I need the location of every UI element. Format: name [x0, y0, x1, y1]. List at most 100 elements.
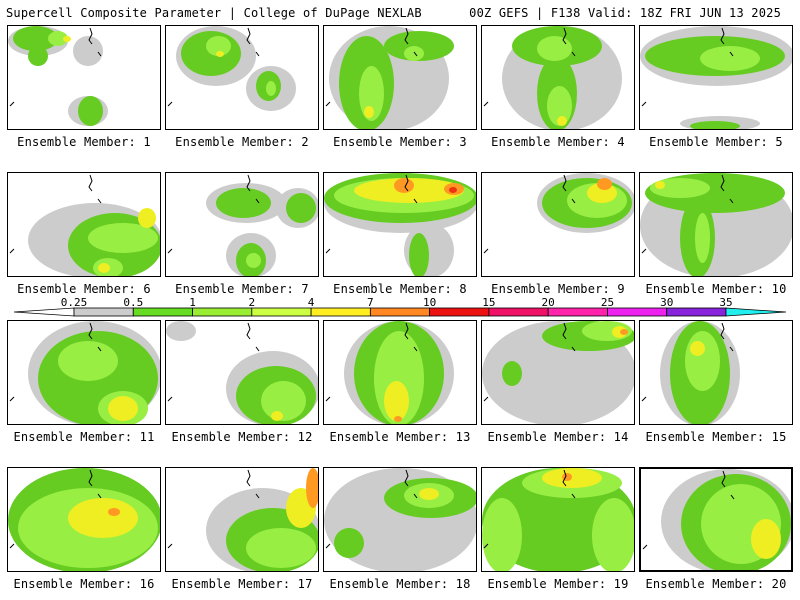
coastline [641, 174, 734, 254]
ensemble-member-map-4[interactable] [481, 25, 635, 130]
ensemble-member-map-5[interactable] [639, 25, 793, 130]
orange-contour-region [562, 473, 572, 481]
scp-contour-field [642, 469, 791, 570]
scp-contour-field [167, 174, 318, 276]
scp-contour-field [640, 173, 792, 276]
scp-contour-field [483, 26, 622, 129]
ensemble-member-map-15[interactable] [639, 320, 793, 425]
ensemble-member-label: Ensemble Member: 18 [329, 577, 471, 591]
yellow-contour-region [68, 498, 138, 538]
scp-contour-field [483, 173, 634, 254]
ensemble-member-label: Ensemble Member: 17 [171, 577, 313, 591]
colorbar-tick-label: 2 [248, 296, 256, 309]
light_green-contour-region [261, 381, 306, 421]
colorbar-bin [73, 307, 134, 317]
ensemble-member-map-1[interactable] [7, 25, 161, 130]
light_green-contour-region [482, 498, 522, 571]
ensemble-member-map-8[interactable] [323, 172, 477, 277]
scp-contour-field [324, 173, 476, 276]
colorbar-tick-label: 15 [482, 296, 496, 309]
green-contour-region [13, 26, 58, 51]
scp-contour-field [9, 321, 160, 424]
colorbar-tick-label: 20 [541, 296, 555, 309]
scp-contour-field [166, 321, 318, 424]
ensemble-member-map-17[interactable] [165, 467, 319, 572]
ensemble-member-label: Ensemble Member: 10 [645, 282, 787, 296]
ensemble-member-label: Ensemble Member: 20 [645, 577, 787, 591]
light_green-contour-region [266, 81, 276, 96]
scp-contour-field [482, 321, 634, 424]
coastline [9, 322, 102, 402]
colorbar-bin [547, 307, 608, 317]
green-contour-region [78, 96, 103, 126]
coastline [167, 322, 260, 402]
colorbar-tick-label: 0.25 [60, 296, 88, 309]
light_green-contour-region [592, 498, 634, 571]
ensemble-member-map-19[interactable] [481, 467, 635, 572]
ensemble-member-label: Ensemble Member: 14 [487, 430, 629, 444]
yellow-contour-region [108, 396, 138, 421]
gray-contour-region [73, 36, 103, 66]
coastline [325, 27, 418, 107]
ensemble-member-label: Ensemble Member: 4 [491, 135, 625, 149]
ensemble-member-map-9[interactable] [481, 172, 635, 277]
scp-contour-field [325, 321, 454, 424]
yellow-contour-region [690, 341, 705, 356]
yellow-contour-region [419, 488, 439, 500]
yellow-contour-region [384, 381, 409, 421]
scp-contour-field [167, 26, 296, 111]
ensemble-member-map-6[interactable] [7, 172, 161, 277]
coastline [642, 470, 735, 550]
coastline [641, 322, 734, 402]
ensemble-member-map-3[interactable] [323, 25, 477, 130]
orange-contour-region [597, 178, 612, 190]
ensemble-member-map-13[interactable] [323, 320, 477, 425]
scp-contour-field [167, 468, 318, 571]
light_green-contour-region [58, 341, 118, 381]
coastline [9, 174, 102, 254]
colorbar-bin [429, 307, 490, 317]
ensemble-member-label: Ensemble Member: 19 [487, 577, 629, 591]
ensemble-member-map-20[interactable] [639, 467, 793, 572]
light_green-contour-region [359, 66, 384, 121]
yellow-contour-region [98, 263, 110, 273]
colorbar-tick-label: 35 [719, 296, 733, 309]
light_green-contour-region [48, 31, 68, 46]
green-contour-region [334, 528, 364, 558]
coastline [9, 27, 102, 107]
coastline [325, 174, 418, 254]
light_green-contour-region [547, 86, 572, 126]
colorbar-bin [666, 307, 727, 317]
yellow-contour-region [751, 519, 781, 559]
gray-contour-region [166, 321, 196, 341]
green-contour-region [216, 188, 271, 218]
ensemble-member-label: Ensemble Member: 11 [13, 430, 155, 444]
ensemble-member-map-16[interactable] [7, 467, 161, 572]
ensemble-member-label: Ensemble Member: 15 [645, 430, 787, 444]
coastline [483, 27, 576, 107]
ensemble-member-map-7[interactable] [165, 172, 319, 277]
ensemble-member-map-10[interactable] [639, 172, 793, 277]
ensemble-member-label: Ensemble Member: 6 [17, 282, 151, 296]
coastline [167, 469, 260, 549]
coastline [325, 322, 418, 402]
orange-contour-region [394, 416, 402, 422]
coastline [325, 469, 418, 549]
ensemble-member-map-11[interactable] [7, 320, 161, 425]
ensemble-member-label: Ensemble Member: 5 [649, 135, 783, 149]
coastline [9, 469, 102, 549]
ensemble-member-map-18[interactable] [323, 467, 477, 572]
ensemble-member-map-14[interactable] [481, 320, 635, 425]
colorbar: 0.25 0.5 1 2 4 7 10 15 20 25 30 35 [0, 296, 800, 320]
ensemble-member-map-2[interactable] [165, 25, 319, 130]
run-valid-time: 00Z GEFS | F138 Valid: 18Z FRI JUN 13 20… [469, 6, 781, 20]
yellow-contour-region [216, 51, 224, 57]
colorbar-tick-label: 4 [307, 296, 315, 309]
coastline [641, 27, 734, 107]
yellow-contour-region [655, 181, 665, 189]
red-contour-region [449, 187, 457, 193]
colorbar-bin [488, 307, 549, 317]
ensemble-member-label: Ensemble Member: 2 [175, 135, 309, 149]
ensemble-member-map-12[interactable] [165, 320, 319, 425]
colorbar-bin [607, 307, 668, 317]
